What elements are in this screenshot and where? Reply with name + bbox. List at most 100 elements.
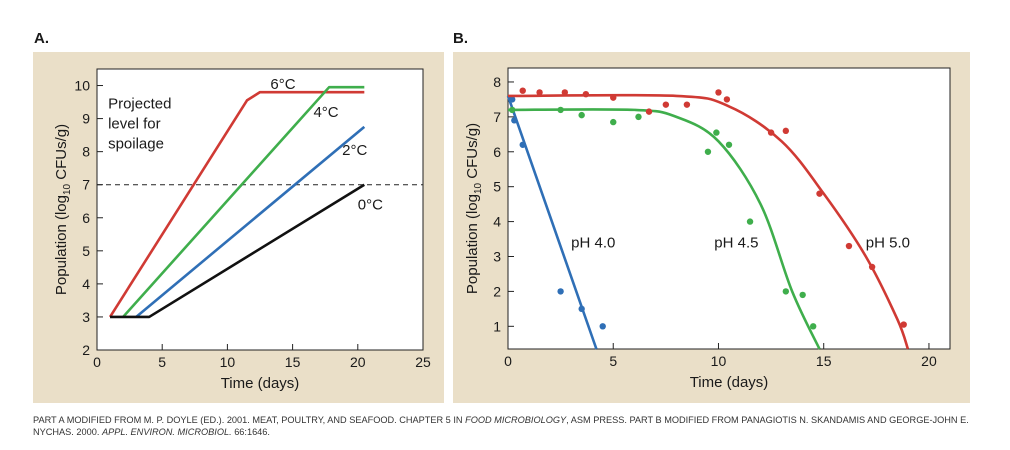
data-point-ph-5-0: [845, 242, 853, 250]
y-tick-label: 2: [82, 342, 90, 358]
x-tick-label: 15: [816, 353, 832, 369]
y-axis-label-main: Population (log: [53, 195, 70, 295]
annotation-line: Projected: [108, 96, 171, 113]
caption-part-a: PART A MODIFIED FROM M. P. DOYLE (ED.). …: [33, 415, 466, 425]
data-point-ph-5-0: [715, 89, 722, 96]
y-tick-label: 9: [82, 111, 90, 127]
y-axis-label: Population (log10 CFUs/g): [464, 123, 484, 294]
x-tick-label: 5: [609, 353, 617, 369]
data-point-ph-4-5: [557, 106, 564, 114]
data-point-ph-5-0: [782, 127, 790, 135]
panel-b: 0 5 10 15 20 1 2 3 4 5 6 7 8 Time (days) Population (l…: [453, 52, 970, 403]
y-axis-label-subscript: 10: [473, 182, 484, 194]
figure-caption: PART A MODIFIED FROM M. P. DOYLE (ED.). …: [33, 414, 983, 438]
data-point-ph-4-5: [782, 288, 790, 295]
series-line-ph-5-0: [507, 93, 910, 350]
data-point-ph-4-5: [746, 218, 754, 225]
data-point-ph-5-0: [816, 190, 823, 197]
y-axis-label-units: CFUs/g): [464, 123, 481, 183]
y-axis-label-units: CFUs/g): [53, 124, 70, 184]
y-tick-label: 10: [74, 78, 90, 94]
data-point-ph-4-5: [809, 323, 817, 330]
series-label-0-c: 0°C: [358, 197, 383, 214]
x-axis-label: Time (days): [690, 374, 769, 391]
data-point-ph-4-5: [635, 113, 642, 121]
data-point-ph-4-0: [519, 141, 526, 148]
data-point-ph-5-0: [561, 89, 569, 96]
y-tick-label: 7: [82, 177, 90, 193]
data-point-ph-4-0: [557, 288, 564, 295]
data-point-ph-4-5: [725, 141, 733, 148]
x-axis-label: Time (days): [221, 375, 300, 392]
panel-a-letter: A.: [34, 30, 49, 47]
data-point-ph-4-0: [578, 305, 585, 313]
data-point-ph-5-0: [662, 101, 670, 108]
x-tick-label: 20: [921, 353, 937, 369]
series-line-4-c: [122, 85, 365, 318]
caption-journal: APPL. ENVIRON. MICROBIOL.: [101, 427, 232, 437]
data-point-ph-5-0: [645, 108, 653, 115]
data-point-ph-4-5: [713, 129, 720, 136]
data-point-ph-4-0: [599, 323, 606, 330]
data-point-ph-4-0: [511, 117, 518, 124]
data-point-ph-5-0: [767, 129, 775, 136]
series-label-ph-4-5: pH 4.5: [714, 235, 758, 252]
data-point-ph-4-5: [610, 118, 617, 126]
series-label-6-c: 6°C: [270, 76, 295, 93]
x-tick-label: 0: [504, 353, 512, 369]
caption-part-b: , ASM PRESS. PART B MODIFIED FROM PANAGI…: [33, 415, 969, 437]
data-point-ph-4-5: [704, 148, 712, 155]
data-point-ph-4-5: [578, 111, 585, 119]
y-tick-label: 4: [493, 214, 501, 230]
caption-book-title: FOOD MICROBIOLOGY: [465, 415, 567, 425]
y-tick-label: 5: [493, 179, 501, 195]
series-label-ph-5-0: pH 5.0: [866, 235, 910, 252]
y-tick-label: 7: [493, 109, 501, 125]
data-point-ph-5-0: [582, 90, 590, 98]
panel-a: 0 5 10 15 20 25 2 3 4 5 6 7 8 9 10 Time (days) Populatio…: [33, 52, 444, 403]
data-point-ph-4-5: [799, 291, 806, 299]
y-tick-label: 5: [82, 243, 90, 259]
data-point-ph-5-0: [683, 101, 691, 108]
chart-b: 0 5 10 15 20 1 2 3 4 5 6 7 8 Time (days) Population (l…: [464, 67, 951, 391]
data-point-ph-5-0: [900, 321, 907, 328]
panel-b-letter: B.: [453, 30, 468, 47]
x-tick-label: 20: [350, 354, 366, 370]
y-axis-label-main: Population (log: [464, 194, 481, 294]
data-point-ph-5-0: [519, 87, 526, 94]
y-tick-label: 8: [493, 74, 501, 90]
series-label-ph-4-0: pH 4.0: [571, 235, 615, 252]
chart-a: 0 5 10 15 20 25 2 3 4 5 6 7 8 9 10 Time (days) Populatio…: [53, 68, 431, 392]
x-tick-label: 0: [93, 354, 101, 370]
data-point-ph-5-0: [610, 94, 617, 101]
series-line-2-c: [135, 125, 366, 318]
x-tick-label: 10: [711, 353, 727, 369]
data-point-ph-4-0: [509, 96, 516, 103]
x-tick-label: 25: [415, 354, 431, 370]
series-line-6-c: [108, 90, 365, 318]
series-line-ph-4-5: [507, 108, 821, 350]
annotation-line: level for: [108, 116, 161, 133]
y-tick-label: 2: [493, 283, 501, 299]
y-tick-label: 6: [493, 144, 501, 160]
series-label-2-c: 2°C: [342, 142, 367, 159]
caption-citation: 66:1646.: [231, 427, 270, 437]
data-point-ph-5-0: [868, 263, 876, 271]
data-point-ph-5-0: [723, 96, 731, 103]
series-line-0-c: [110, 183, 366, 319]
y-tick-label: 1: [493, 318, 501, 334]
series-label-4-c: 4°C: [313, 104, 338, 121]
data-point-ph-5-0: [536, 89, 543, 96]
data-point-ph-4-5: [509, 106, 516, 114]
y-tick-label: 8: [82, 144, 90, 160]
x-tick-label: 5: [158, 354, 166, 370]
y-tick-label: 4: [82, 276, 90, 292]
y-tick-label: 3: [82, 309, 90, 325]
y-axis-label: Population (log10 CFUs/g): [53, 124, 73, 295]
y-tick-label: 3: [493, 248, 501, 264]
x-tick-label: 10: [220, 354, 236, 370]
y-axis-label-subscript: 10: [62, 183, 73, 195]
annotation-line: spoilage: [108, 136, 164, 153]
x-tick-label: 15: [285, 354, 301, 370]
y-tick-label: 6: [82, 210, 90, 226]
